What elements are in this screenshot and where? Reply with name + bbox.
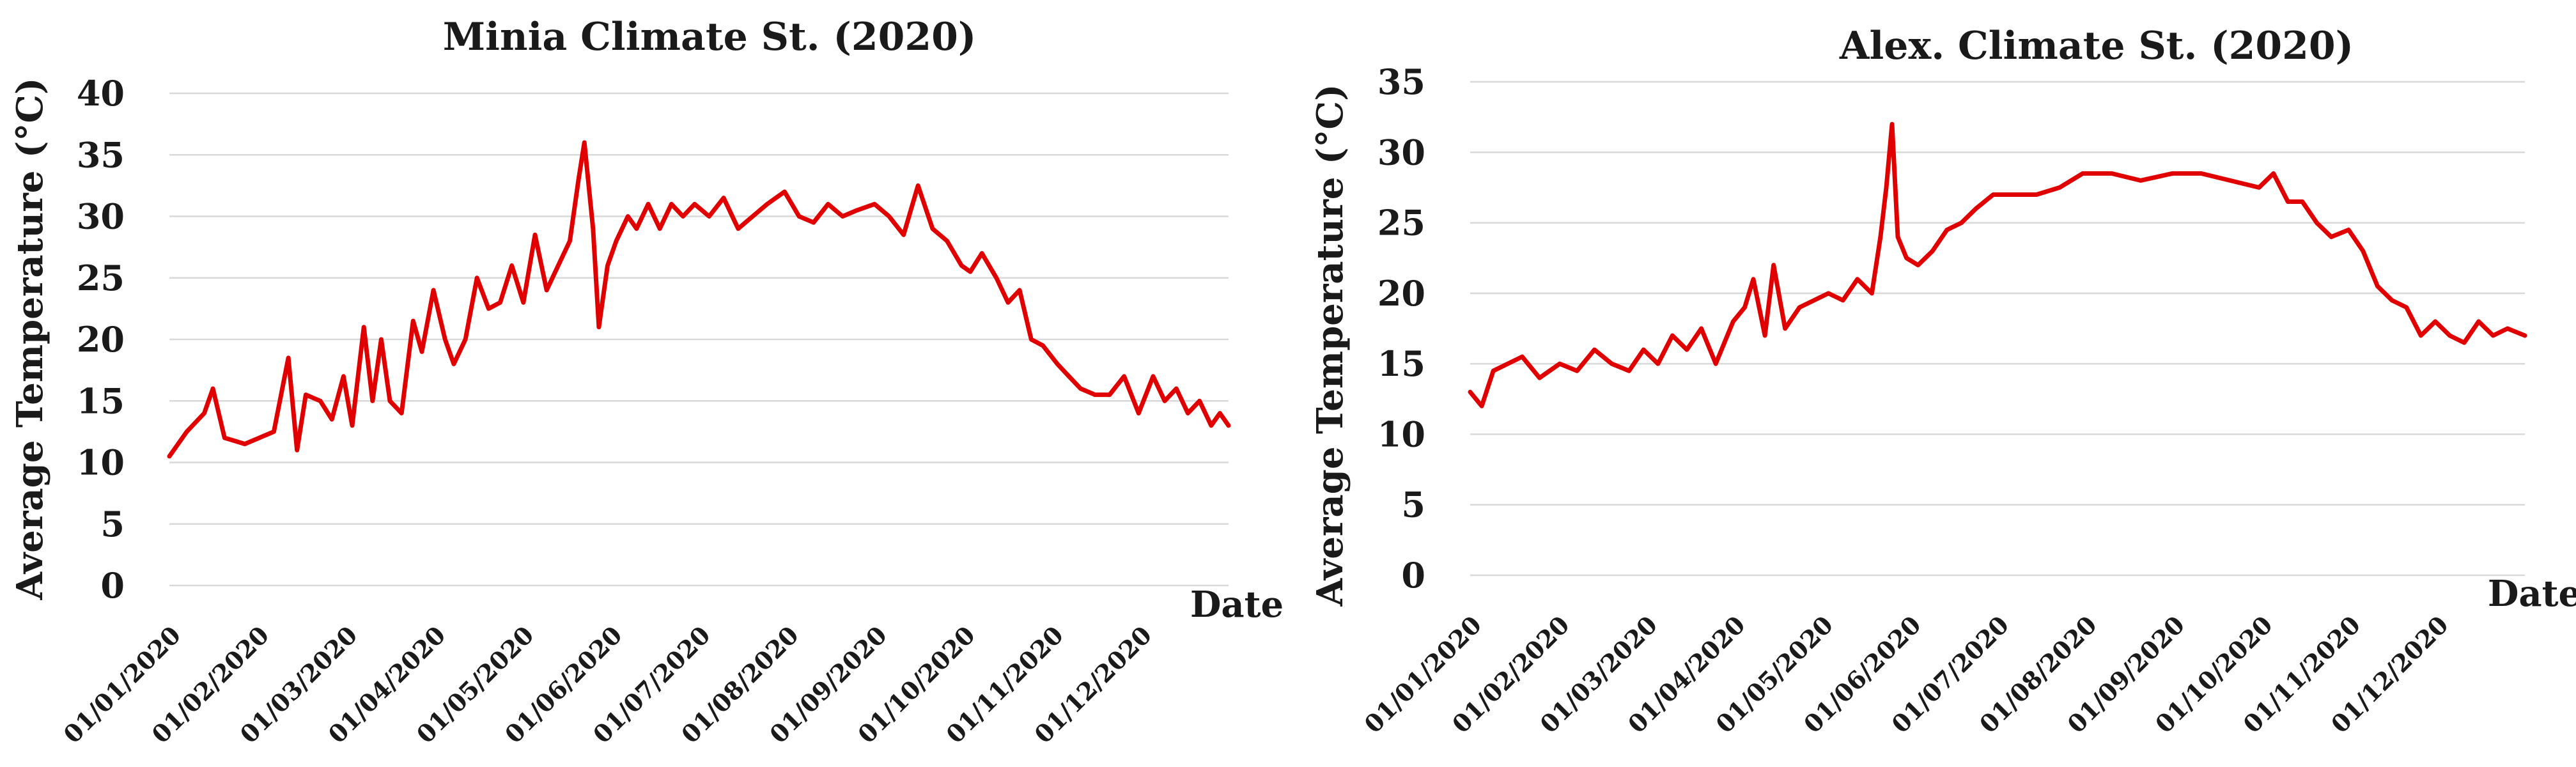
- y-tick-label: 30: [1377, 132, 1425, 173]
- alex-chart: Alex. Climate St. (2020) 05101520253035 …: [1309, 24, 2576, 739]
- y-tick-label: 30: [77, 196, 125, 237]
- gridlines: [169, 92, 1229, 587]
- chart-title: Alex. Climate St. (2020): [1839, 24, 2354, 68]
- y-tick-label: 15: [1377, 343, 1425, 384]
- x-axis-label: Date: [1190, 584, 1284, 626]
- y-tick-label: 35: [1377, 61, 1425, 102]
- y-tick-label: 20: [77, 319, 125, 360]
- temperature-line: [167, 140, 1231, 459]
- y-tick-label: 0: [1401, 555, 1425, 596]
- y-axis-label: Average Temperature (°C): [1309, 84, 1351, 607]
- y-tick-label: 10: [1377, 414, 1425, 454]
- y-tick-label: 25: [77, 258, 125, 298]
- y-axis-label: Average Temperature (°C): [9, 78, 51, 601]
- y-tick-label: 5: [100, 504, 125, 545]
- y-tick-label: 25: [1377, 203, 1425, 244]
- y-tick-labels: 0 5 10 15 20 25 30 35 40: [77, 73, 125, 606]
- y-tick-label: 10: [77, 442, 125, 483]
- x-axis-label: Date: [2488, 573, 2576, 615]
- gridlines: [1470, 81, 2525, 577]
- x-tick-labels: 01/01/202001/02/202001/03/202001/04/2020…: [1358, 610, 2454, 739]
- y-tick-label: 20: [1377, 273, 1425, 314]
- minia-chart: Minia Climate St. (2020) 0 5 10 15 20 25 30 35 4…: [9, 15, 1284, 749]
- chart-title: Minia Climate St. (2020): [443, 15, 976, 59]
- x-tick-labels: 01/01/202001/02/202001/03/202001/04/2020…: [58, 621, 1157, 749]
- y-tick-label: 35: [77, 134, 125, 175]
- y-tick-label: 5: [1401, 484, 1425, 525]
- y-tick-label: 40: [77, 73, 125, 114]
- temperature-line: [1468, 121, 2527, 408]
- y-tick-labels: 0 5 10 15 20 25 30 35: [1377, 61, 1425, 596]
- y-tick-label: 0: [100, 565, 125, 606]
- y-tick-label: 15: [77, 380, 125, 421]
